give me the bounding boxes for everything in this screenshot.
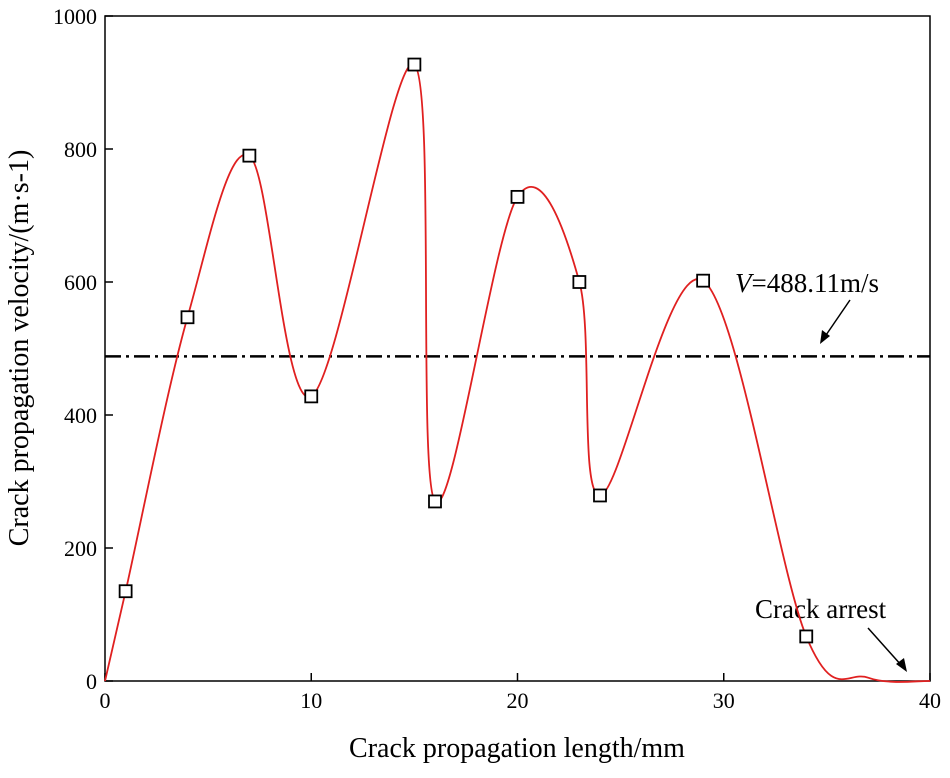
annotation-arrow — [823, 299, 851, 339]
data-point — [428, 494, 442, 509]
x-axis-title: Crack propagation length/mm — [349, 733, 685, 764]
data-point — [510, 189, 525, 204]
y-tick-label: 0 — [86, 669, 97, 694]
y-tick-label: 1000 — [53, 4, 97, 29]
fit-curve — [104, 63, 931, 683]
plot-frame — [104, 15, 931, 682]
reference-label-var: V — [735, 268, 755, 298]
data-point — [304, 389, 319, 404]
x-tick-label: 20 — [507, 688, 529, 713]
data-point — [407, 57, 422, 72]
data-point — [242, 148, 257, 163]
y-tick-label: 600 — [64, 270, 97, 295]
reference-label-rest: =488.11m/s — [752, 268, 880, 298]
annotation: Crack arrest — [755, 594, 887, 624]
data-point — [572, 275, 587, 289]
y-tick-label: 800 — [64, 137, 97, 162]
y-axis-title: Crack propagation velocity/(m·s-1) — [4, 150, 35, 547]
data-point — [180, 310, 195, 325]
arrow-head — [896, 658, 907, 672]
data-point — [593, 488, 607, 503]
data-point — [799, 629, 814, 644]
x-tick-label: 0 — [100, 688, 111, 713]
data-point — [696, 273, 711, 288]
data-point — [118, 584, 133, 599]
y-tick-label: 200 — [64, 536, 97, 561]
annotation-arrow — [867, 627, 903, 667]
y-tick-label: 400 — [64, 403, 97, 428]
x-tick-label: 40 — [919, 688, 941, 713]
reference-label: V=488.11m/s — [735, 268, 879, 298]
x-tick-label: 10 — [300, 688, 322, 713]
x-tick-label: 30 — [713, 688, 735, 713]
arrow-head — [820, 330, 830, 344]
